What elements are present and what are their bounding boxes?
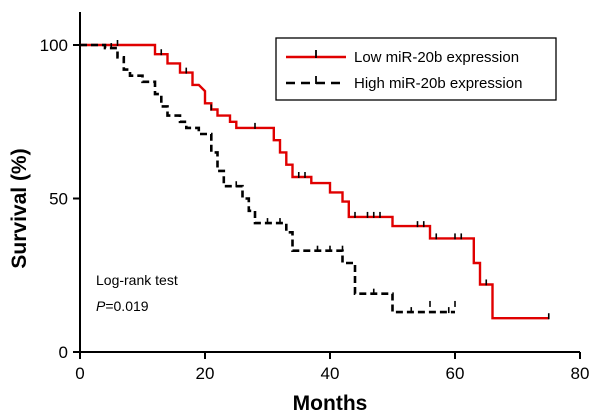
x-axis-title: Months xyxy=(293,392,368,413)
x-tick-label: 80 xyxy=(571,364,590,383)
axes: 0 20 40 60 80 0 50 100 Months Survival (%) xyxy=(8,12,589,413)
legend: Low miR-20b expression High miR-20b expre… xyxy=(275,37,557,101)
p-value: =0.019 xyxy=(105,298,148,314)
legend-box xyxy=(275,37,557,101)
p-symbol: P xyxy=(96,298,106,314)
series-line-1 xyxy=(80,43,549,320)
y-tick-label: 0 xyxy=(59,343,68,362)
x-tick-label: 40 xyxy=(321,364,340,383)
y-axis-title: Survival (%) xyxy=(8,148,31,268)
logrank-label: Log-rank test xyxy=(96,272,178,288)
y-tick-label: 50 xyxy=(49,190,68,209)
x-tick-label: 20 xyxy=(196,364,215,383)
series-line-2 xyxy=(80,43,455,314)
p-value-text: P=0.019 xyxy=(96,298,149,314)
x-tick-label: 0 xyxy=(75,364,84,383)
y-tick-label: 100 xyxy=(40,36,68,55)
series-layer xyxy=(80,40,550,320)
legend-label-1: Low miR-20b expression xyxy=(354,49,519,66)
annotation: Log-rank test P=0.019 xyxy=(96,272,178,314)
x-tick-label: 60 xyxy=(446,364,465,383)
legend-label-2: High miR-20b expression xyxy=(354,75,522,92)
